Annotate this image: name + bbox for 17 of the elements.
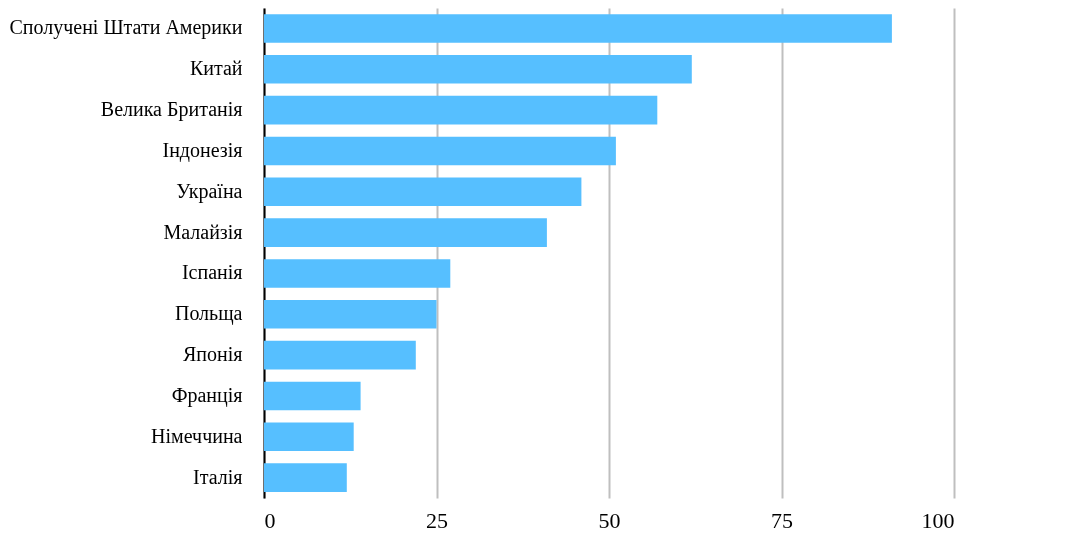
y-tick-label: Велика Британія (100, 98, 243, 122)
x-tick-label: 100 (921, 507, 955, 533)
y-tick-label: Італія (193, 465, 243, 488)
y-tick-label: Німеччина (151, 424, 243, 447)
y-tick-label: Індонезія (162, 138, 243, 162)
x-tick-label: 25 (426, 507, 448, 533)
x-tick-label: 0 (264, 507, 276, 533)
y-tick-label: Франція (171, 383, 243, 407)
x-tick-label: 75 (771, 507, 793, 533)
y-tick-label: Сполучені Штати Америки (9, 16, 243, 40)
x-tick-label: 50 (598, 507, 621, 533)
y-tick-label: Україна (176, 179, 243, 203)
y-tick-label: Китай (189, 57, 243, 80)
y-tick-label: Малайзія (163, 220, 243, 243)
y-tick-label: Польща (174, 302, 243, 326)
y-tick-label: Іспанія (181, 261, 243, 284)
y-tick-label: Японія (182, 343, 243, 366)
